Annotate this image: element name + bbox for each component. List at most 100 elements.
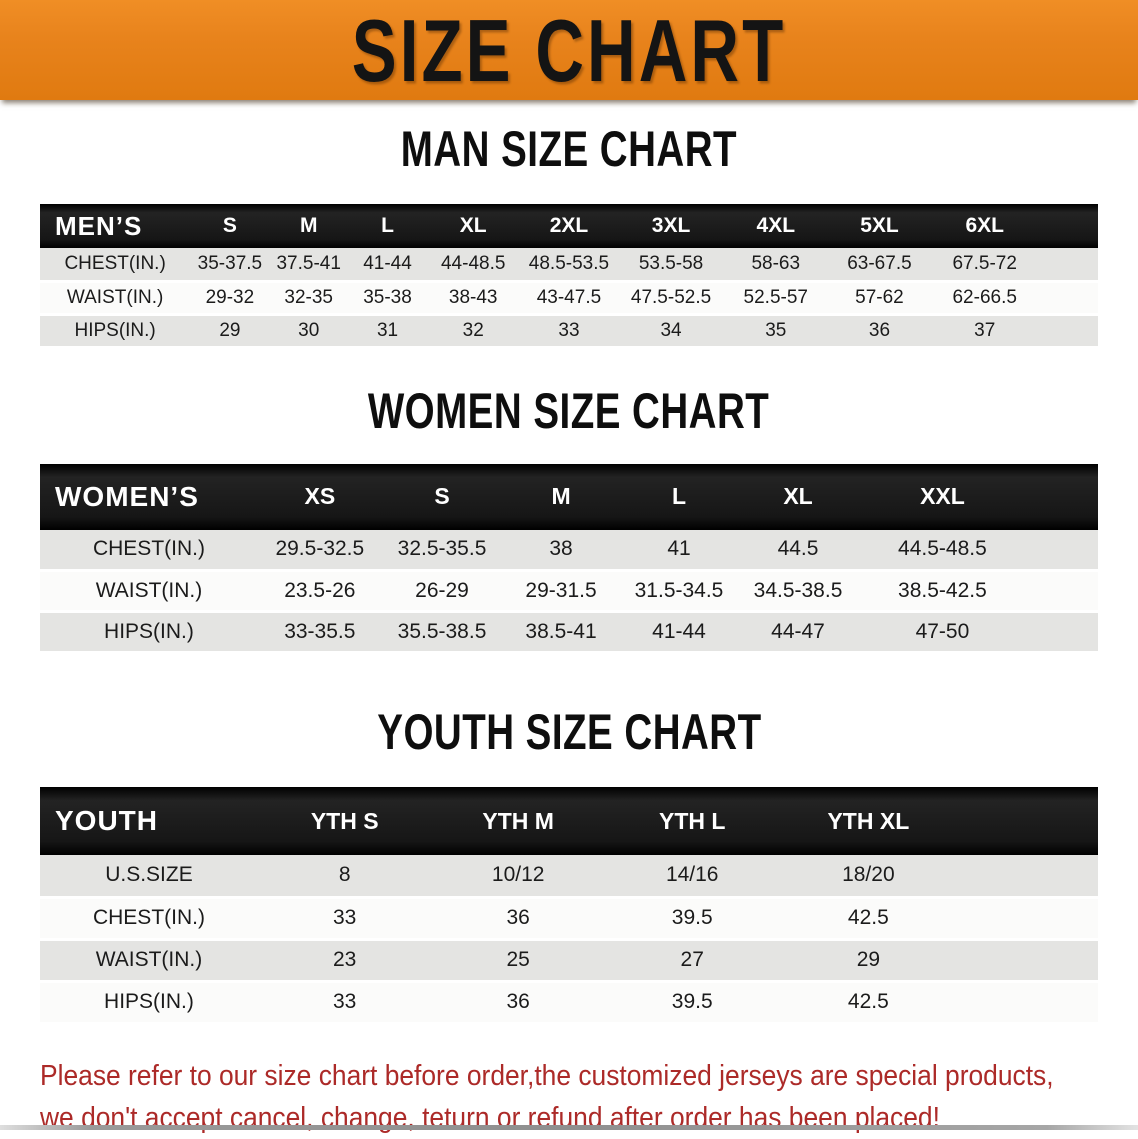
women-header-row: WOMEN’S XS S M L XL XXL [40, 463, 1098, 530]
cell-filler [957, 939, 1098, 981]
measurement-row: HIPS(IN.) 29 30 31 32 33 34 35 36 37 [40, 314, 1098, 347]
size-value-cell: 32 [462, 319, 484, 341]
row-label-cell: HIPS(IN.) [74, 319, 156, 341]
women-chart-heading: WOMEN SIZE CHART [0, 382, 1138, 441]
disclaimer-note: Please refer to our size chart before or… [40, 1055, 1054, 1139]
row-label-cell: WAIST(IN.) [95, 948, 203, 971]
column-header: XL [427, 204, 520, 248]
size-value-cell: 29-32 [205, 286, 255, 308]
measurement-row: CHEST(IN.) 33 36 39.5 42.5 [40, 897, 1098, 939]
size-value-cell: 37.5-41 [276, 252, 341, 274]
size-value-cell: 52.5-57 [743, 286, 808, 308]
measurement-row: CHEST(IN.) 35-37.5 37.5-41 41-44 44-48.5 48.5… [40, 248, 1098, 281]
size-value-cell: 33 [333, 990, 357, 1013]
size-value-cell: 30 [298, 319, 320, 341]
size-value-cell: 41 [667, 537, 691, 561]
size-value-cell: 39.5 [671, 990, 713, 1013]
size-value-cell: 31.5-34.5 [634, 579, 724, 602]
column-header: M [269, 204, 348, 248]
group-label: YOUTH [40, 787, 258, 855]
size-value-cell: 35-38 [363, 286, 412, 308]
header-filler [1038, 204, 1098, 248]
column-header: YTH S [257, 787, 432, 855]
size-value-cell: 26-29 [415, 579, 469, 602]
cell-filler [1039, 248, 1098, 281]
size-value-cell: 23.5-26 [284, 579, 356, 602]
bottom-divider [0, 1125, 1138, 1130]
size-value-cell: 47.5-52.5 [630, 286, 712, 308]
measurement-row: WAIST(IN.) 23.5-26 26-29 29-31.5 31.5-34.5 34… [40, 570, 1098, 612]
column-header: XL [738, 463, 858, 530]
column-header: XS [257, 463, 382, 530]
size-value-cell: 38.5-41 [525, 620, 597, 643]
size-value-cell: 57-62 [855, 286, 904, 308]
column-header: YTH L [604, 787, 780, 855]
women-chart-heading-text: WOMEN SIZE CHART [368, 382, 770, 439]
cell-filler [1039, 281, 1098, 314]
size-value-cell: 32.5-35.5 [397, 537, 487, 561]
size-value-cell: 25 [506, 948, 530, 971]
cell-filler [957, 981, 1098, 1023]
column-header: S [190, 204, 270, 248]
size-value-cell: 42.5 [847, 906, 889, 929]
group-label: WOMEN’S [40, 463, 258, 530]
size-value-cell: 29 [219, 319, 241, 341]
cell-filler [957, 855, 1098, 897]
size-value-cell: 33 [333, 906, 357, 929]
men-size-table: MEN’S S M L XL 2XL 3XL 4XL 5XL 6XL CHEST(IN.) 35-3… [40, 204, 1098, 349]
measurement-row: WAIST(IN.) 29-32 32-35 35-38 38-43 43-47.5 47.… [40, 281, 1098, 314]
size-value-cell: 35.5-38.5 [397, 620, 487, 643]
women-size-table: WOMEN’S XS S M L XL XXL CHEST(IN.) 29.5-32.5 32.… [40, 463, 1098, 655]
size-value-cell: 36 [506, 990, 530, 1013]
size-value-cell: 38 [549, 537, 573, 561]
cell-filler [957, 897, 1098, 939]
column-header: XXL [857, 463, 1028, 530]
size-value-cell: 32-35 [284, 286, 334, 308]
column-header: L [619, 463, 739, 530]
column-header: M [502, 463, 620, 530]
column-header: 6XL [930, 204, 1039, 248]
column-header: L [347, 204, 428, 248]
banner-title: SIZE CHART [351, 0, 787, 100]
size-value-cell: 33 [558, 319, 580, 341]
measurement-row: HIPS(IN.) 33 36 39.5 42.5 [40, 981, 1098, 1023]
size-value-cell: 29-31.5 [525, 579, 597, 602]
size-value-cell: 58-63 [751, 252, 801, 274]
size-value-cell: 35 [765, 319, 787, 341]
row-label-cell: WAIST(IN.) [95, 579, 203, 602]
size-value-cell: 33-35.5 [284, 620, 356, 643]
size-value-cell: 62-66.5 [952, 286, 1017, 308]
column-header: YTH XL [779, 787, 958, 855]
size-value-cell: 47-50 [915, 620, 970, 643]
column-header: 2XL [519, 204, 619, 248]
row-label-cell: CHEST(IN.) [64, 252, 166, 274]
youth-header-row: YOUTH YTH S YTH M YTH L YTH XL [40, 787, 1098, 855]
cell-filler [1027, 612, 1098, 653]
size-value-cell: 41-44 [363, 252, 412, 274]
size-value-cell: 67.5-72 [952, 252, 1017, 274]
measurement-row: U.S.SIZE 8 10/12 14/16 18/20 [40, 855, 1098, 897]
youth-chart-heading: YOUTH SIZE CHART [0, 704, 1138, 762]
measurement-row: CHEST(IN.) 29.5-32.5 32.5-35.5 38 41 44.5 44.5… [40, 529, 1098, 571]
row-label-cell: CHEST(IN.) [92, 906, 205, 929]
header-filler [1027, 463, 1098, 530]
size-value-cell: 44.5 [777, 537, 819, 561]
size-value-cell: 36 [868, 319, 891, 341]
group-label: MEN’S [40, 204, 191, 248]
size-value-cell: 31 [376, 319, 399, 341]
size-value-cell: 29 [856, 948, 881, 971]
column-header: 3XL [618, 204, 724, 248]
size-value-cell: 10/12 [491, 863, 545, 887]
size-value-cell: 37 [974, 319, 996, 341]
size-value-cell: 23 [333, 948, 357, 971]
cell-filler [1027, 571, 1098, 612]
size-value-cell: 27 [680, 948, 704, 971]
row-label-cell: WAIST(IN.) [66, 286, 164, 308]
size-value-cell: 39.5 [671, 906, 713, 929]
column-header: YTH M [431, 787, 605, 855]
size-value-cell: 44.5-48.5 [898, 537, 987, 561]
size-value-cell: 42.5 [847, 990, 889, 1013]
size-value-cell: 43-47.5 [536, 286, 602, 308]
cell-filler [1027, 530, 1098, 571]
column-header: S [381, 463, 503, 530]
